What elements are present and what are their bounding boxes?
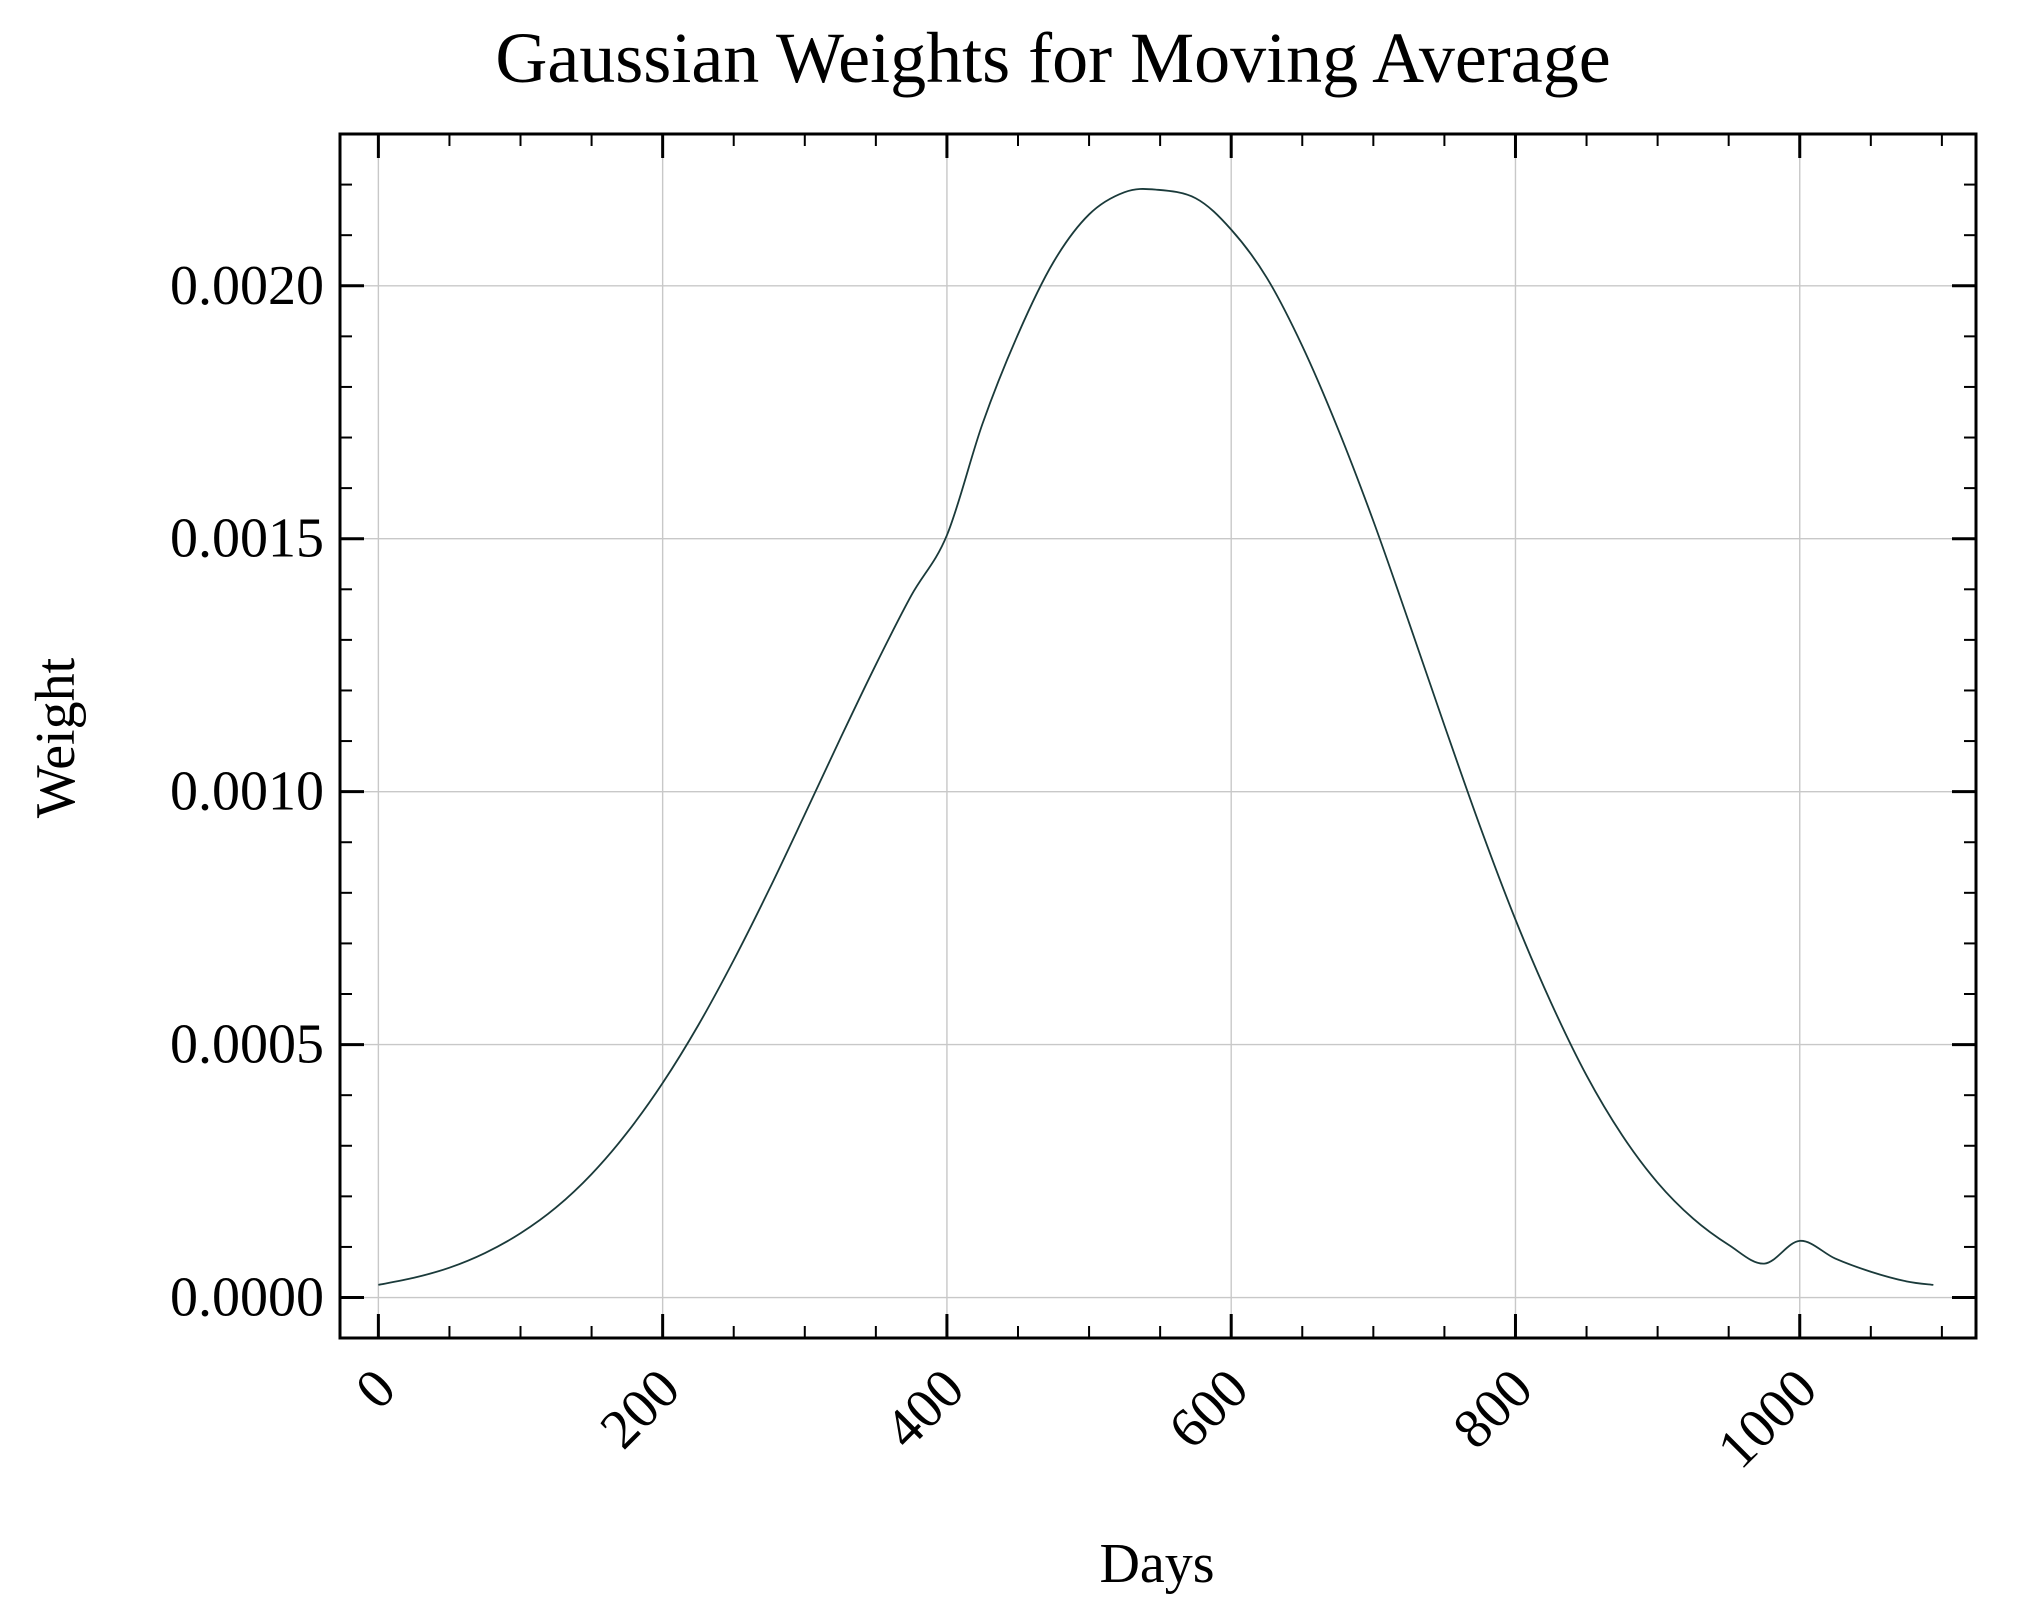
x-tick-label: 600 xyxy=(1157,1357,1260,1460)
axis-ticks xyxy=(340,133,1976,1338)
chart-title: Gaussian Weights for Moving Average xyxy=(495,18,1610,98)
y-axis-label: Weight xyxy=(25,657,87,818)
y-tick-label: 0.0020 xyxy=(170,255,324,317)
y-tick-label: 0.0010 xyxy=(170,761,324,823)
grid-lines xyxy=(340,134,1976,1338)
x-axis-label: Days xyxy=(1099,1533,1214,1595)
series-layer xyxy=(378,188,1934,1286)
series-line xyxy=(378,188,1934,1286)
x-tick-label: 200 xyxy=(589,1357,692,1460)
tick-labels: 0 200 400 600 800 1000 0.0000 0.0005 0.0010 0.001… xyxy=(170,255,1829,1481)
y-tick-label: 0.0015 xyxy=(170,508,324,570)
x-tick-label: 1000 xyxy=(1706,1357,1829,1480)
plot-frame xyxy=(338,132,1978,1340)
x-tick-label: 0 xyxy=(344,1357,408,1421)
y-tick-label: 0.0005 xyxy=(170,1014,324,1076)
x-tick-label: 400 xyxy=(873,1357,976,1460)
y-tick-label: 0.0000 xyxy=(170,1267,324,1329)
x-tick-label: 800 xyxy=(1441,1357,1544,1460)
